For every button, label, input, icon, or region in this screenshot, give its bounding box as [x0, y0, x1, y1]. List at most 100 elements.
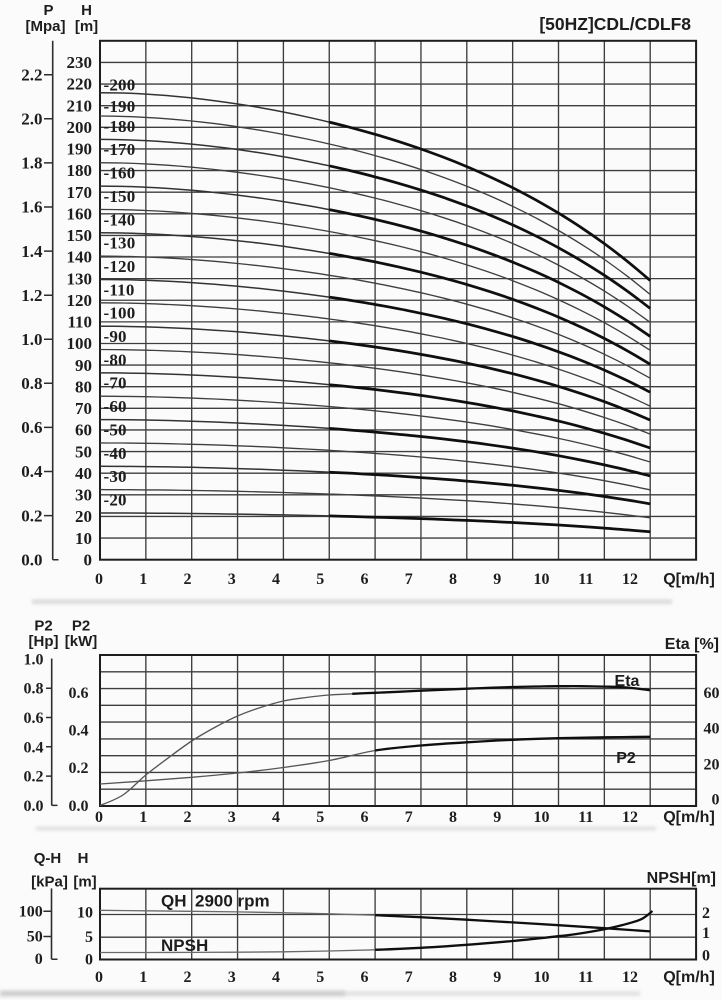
svg-text:H: H — [81, 2, 92, 19]
svg-text:0.4: 0.4 — [21, 462, 43, 481]
svg-text:2: 2 — [184, 809, 192, 826]
svg-text:0.4: 0.4 — [69, 723, 89, 740]
svg-text:70: 70 — [75, 399, 92, 418]
svg-text:0.0: 0.0 — [69, 798, 89, 815]
svg-text:-30: -30 — [104, 467, 127, 486]
svg-text:0.6: 0.6 — [21, 418, 42, 437]
svg-text:60: 60 — [75, 421, 92, 440]
svg-text:8: 8 — [449, 809, 457, 826]
svg-text:20: 20 — [704, 756, 720, 773]
svg-text:80: 80 — [75, 377, 92, 396]
svg-text:P2: P2 — [616, 750, 636, 767]
svg-text:[Mpa]: [Mpa] — [26, 18, 66, 35]
svg-text:1.8: 1.8 — [21, 154, 42, 173]
svg-text:8: 8 — [449, 969, 457, 986]
svg-text:11: 11 — [578, 809, 593, 826]
svg-text:10: 10 — [75, 529, 92, 548]
svg-text:1.0: 1.0 — [24, 651, 44, 668]
svg-text:0: 0 — [84, 550, 93, 569]
svg-text:1.4: 1.4 — [21, 242, 43, 261]
svg-text:10: 10 — [534, 809, 550, 826]
svg-text:30: 30 — [75, 486, 92, 505]
svg-text:-50: -50 — [104, 420, 127, 439]
svg-text:130: 130 — [67, 269, 93, 288]
svg-text:1.6: 1.6 — [21, 198, 42, 217]
svg-text:0.8: 0.8 — [21, 374, 42, 393]
svg-text:-190: -190 — [104, 97, 136, 116]
svg-text:5: 5 — [316, 571, 324, 588]
svg-text:0: 0 — [95, 571, 103, 588]
svg-text:4: 4 — [272, 571, 280, 588]
svg-text:3: 3 — [228, 571, 236, 588]
svg-text:90: 90 — [75, 356, 92, 375]
svg-text:[m]: [m] — [75, 18, 98, 35]
svg-text:20: 20 — [75, 507, 92, 526]
svg-text:50: 50 — [27, 929, 43, 946]
svg-text:0.2: 0.2 — [24, 769, 44, 786]
svg-text:220: 220 — [67, 75, 93, 94]
svg-text:9: 9 — [493, 571, 501, 588]
svg-text:5: 5 — [316, 969, 324, 986]
svg-text:12: 12 — [622, 969, 638, 986]
svg-text:-100: -100 — [104, 304, 136, 323]
svg-text:40: 40 — [704, 720, 720, 737]
svg-text:Eta: Eta — [615, 673, 640, 690]
svg-text:3: 3 — [228, 809, 236, 826]
svg-text:1: 1 — [139, 809, 147, 826]
svg-text:Eta [%]: Eta [%] — [665, 636, 719, 653]
svg-text:0: 0 — [95, 809, 103, 826]
svg-text:210: 210 — [67, 96, 93, 115]
svg-text:-130: -130 — [104, 234, 136, 253]
svg-text:[kPa]: [kPa] — [31, 874, 68, 891]
svg-text:60: 60 — [704, 685, 720, 702]
svg-text:0: 0 — [35, 951, 43, 968]
svg-text:[m]: [m] — [73, 874, 96, 891]
svg-text:10: 10 — [534, 969, 550, 986]
svg-text:4: 4 — [272, 969, 280, 986]
svg-text:12: 12 — [622, 571, 638, 588]
svg-text:1.2: 1.2 — [21, 286, 42, 305]
svg-text:0.0: 0.0 — [21, 550, 42, 569]
svg-text:0.6: 0.6 — [69, 685, 89, 702]
svg-text:170: 170 — [67, 183, 93, 202]
svg-text:40: 40 — [75, 464, 92, 483]
svg-text:-70: -70 — [104, 374, 127, 393]
svg-text:P2: P2 — [34, 618, 52, 635]
svg-text:6: 6 — [361, 969, 369, 986]
svg-text:[kW]: [kW] — [65, 633, 98, 650]
svg-text:0: 0 — [95, 969, 103, 986]
svg-text:0: 0 — [85, 952, 93, 969]
svg-text:0.2: 0.2 — [69, 760, 89, 777]
svg-text:QH: QH — [161, 892, 187, 911]
svg-text:230: 230 — [67, 53, 93, 72]
svg-text:-180: -180 — [104, 117, 136, 136]
svg-text:150: 150 — [67, 226, 93, 245]
svg-text:0.8: 0.8 — [24, 681, 44, 698]
svg-text:H: H — [78, 850, 89, 867]
svg-text:Q-H: Q-H — [34, 850, 62, 867]
svg-text:-200: -200 — [104, 76, 136, 95]
svg-text:1: 1 — [139, 571, 147, 588]
svg-text:200: 200 — [67, 118, 93, 137]
svg-text:8: 8 — [449, 571, 457, 588]
svg-text:-110: -110 — [104, 280, 135, 299]
svg-text:10: 10 — [534, 571, 550, 588]
svg-text:2: 2 — [184, 571, 192, 588]
svg-text:100: 100 — [19, 904, 43, 921]
svg-text:0.6: 0.6 — [24, 710, 44, 727]
svg-text:0: 0 — [712, 792, 720, 809]
svg-text:P: P — [43, 2, 53, 19]
svg-text:5: 5 — [85, 929, 93, 946]
svg-text:9: 9 — [493, 969, 501, 986]
svg-text:-80: -80 — [104, 350, 127, 369]
svg-text:0.2: 0.2 — [21, 506, 42, 525]
svg-text:7: 7 — [405, 809, 413, 826]
svg-text:NPSH: NPSH — [161, 936, 208, 955]
svg-text:1: 1 — [139, 969, 147, 986]
svg-text:-170: -170 — [104, 140, 136, 159]
svg-text:12: 12 — [622, 809, 638, 826]
svg-text:-160: -160 — [104, 164, 136, 183]
svg-text:-150: -150 — [104, 187, 136, 206]
svg-text:3: 3 — [228, 969, 236, 986]
svg-text:10: 10 — [77, 904, 93, 921]
